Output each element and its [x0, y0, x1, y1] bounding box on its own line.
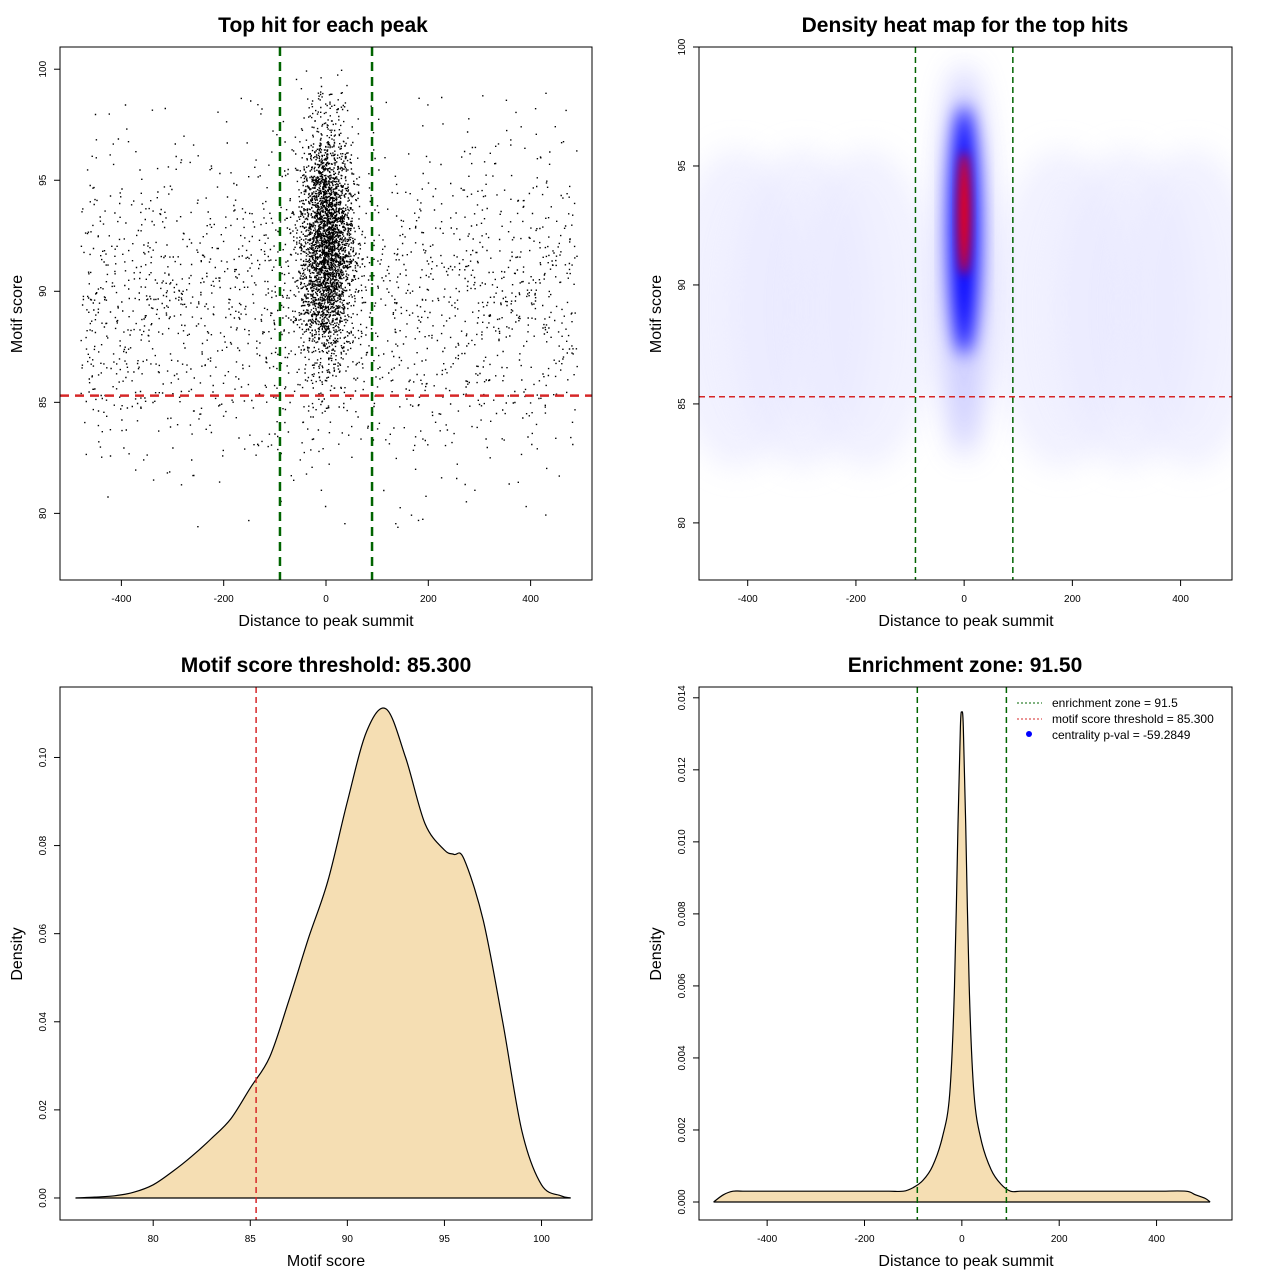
- y-tick-label: 85: [38, 396, 49, 408]
- y-tick-label: 0.008: [677, 901, 688, 926]
- y-tick-label: 95: [38, 174, 49, 186]
- panel-heatmap: Density heat map for the top hits -400 -2…: [648, 14, 1233, 630]
- axis-ticks: -400 -200 0 200 400 80 85 90 95 100: [677, 38, 1189, 605]
- y-tick-label: 95: [677, 160, 688, 172]
- x-tick-label: -200: [214, 594, 234, 605]
- plot-frame: [698, 46, 1233, 581]
- x-tick-label: 400: [1148, 1234, 1165, 1245]
- density-fill: [75, 708, 571, 1198]
- panel-title: Top hit for each peak: [218, 14, 428, 37]
- y-tick-label: 0.004: [677, 1045, 688, 1070]
- x-tick-label: -400: [738, 594, 758, 605]
- y-tick-label: 85: [677, 398, 688, 410]
- x-tick-label: 90: [342, 1234, 354, 1245]
- legend-label-enrichment-zone: enrichment zone = 91.5: [1052, 696, 1178, 710]
- panel-title: Enrichment zone: 91.50: [848, 654, 1083, 677]
- y-tick-label: 100: [677, 38, 688, 55]
- density-heatmap: [699, 47, 1232, 580]
- x-tick-label: -200: [854, 1234, 874, 1245]
- heat-peak: [958, 151, 971, 276]
- axis-ticks: 80 85 90 95 100 0.00 0.02 0.04 0.06 0.08 0.10: [38, 747, 550, 1245]
- x-tick-label: 100: [533, 1234, 550, 1245]
- y-tick-label: 0.08: [38, 835, 49, 855]
- scatter-point-cloud: [80, 69, 578, 528]
- y-tick-label: 0.014: [677, 685, 688, 710]
- density-curve: [75, 707, 571, 1199]
- y-tick-label: 90: [38, 285, 49, 297]
- y-tick-label: 0.006: [677, 973, 688, 998]
- panel-title: Density heat map for the top hits: [802, 14, 1129, 37]
- reference-lines: [60, 47, 592, 580]
- y-tick-label: 0.06: [38, 924, 49, 944]
- axis-ticks: -400 -200 0 200 400 80 85 90 95 100: [38, 60, 539, 605]
- y-tick-label: 0.012: [677, 757, 688, 782]
- legend-label-centrality: centrality p-val = -59.2849: [1052, 728, 1191, 742]
- panel-score-density: Motif score threshold: 85.300 80 85 90 95 10…: [9, 654, 593, 1270]
- x-tick-label: 95: [439, 1234, 451, 1245]
- y-tick-label: 0.010: [677, 829, 688, 854]
- reference-lines: [699, 47, 1232, 580]
- panel-scatter: Top hit for each peak -400 -200 0 200 400 80 8…: [9, 14, 593, 630]
- y-axis-label: Motif score: [648, 275, 665, 353]
- plot-frame: [59, 46, 593, 581]
- axis-ticks: -400 -200 0 200 400 0.000 0.002 0.004 0.006 0.008…: [677, 685, 1165, 1245]
- density-area: [713, 711, 1211, 1203]
- x-axis-label: Distance to peak summit: [878, 613, 1054, 630]
- panel-distance-density: Enrichment zone: 91.50 -400 -200 0 200 400 0.…: [648, 654, 1233, 1270]
- heat-background-density: [796, 148, 937, 469]
- x-tick-label: 200: [420, 594, 437, 605]
- reference-lines: [916, 687, 1008, 1220]
- x-tick-label: -200: [846, 594, 866, 605]
- x-tick-label: 0: [959, 1234, 965, 1245]
- x-axis-label: Distance to peak summit: [238, 613, 414, 630]
- panel-title: Motif score threshold: 85.300: [181, 654, 472, 677]
- x-tick-label: 80: [148, 1234, 160, 1245]
- x-tick-label: -400: [111, 594, 131, 605]
- y-tick-label: 90: [677, 279, 688, 291]
- y-axis-label: Motif score: [9, 275, 26, 353]
- x-tick-label: 400: [1172, 594, 1189, 605]
- x-axis-label: Distance to peak summit: [878, 1253, 1054, 1270]
- x-tick-label: 200: [1064, 594, 1081, 605]
- x-axis-label: Motif score: [287, 1253, 365, 1270]
- y-tick-label: 100: [38, 60, 49, 77]
- y-axis-label: Density: [9, 927, 26, 980]
- plot-frame: [698, 686, 1233, 1221]
- legend-label-motif-threshold: motif score threshold = 85.300: [1052, 712, 1214, 726]
- y-tick-label: 80: [677, 517, 688, 529]
- x-tick-label: 0: [961, 594, 967, 605]
- x-tick-label: 200: [1051, 1234, 1068, 1245]
- heat-background-density: [1121, 148, 1232, 469]
- plot-frame: [59, 686, 593, 1221]
- y-tick-label: 0.02: [38, 1100, 49, 1120]
- y-tick-label: 0.10: [38, 747, 49, 767]
- x-tick-label: 0: [323, 594, 329, 605]
- y-tick-label: 0.000: [677, 1189, 688, 1214]
- density-area: [75, 707, 571, 1199]
- x-tick-label: 85: [245, 1234, 257, 1245]
- scatter-points: [80, 69, 578, 528]
- y-axis-label: Density: [648, 927, 665, 980]
- y-tick-label: 0.04: [38, 1012, 49, 1032]
- legend: enrichment zone = 91.5 motif score thres…: [1017, 696, 1214, 742]
- y-tick-label: 0.00: [38, 1188, 49, 1208]
- x-tick-label: 400: [522, 594, 539, 605]
- y-tick-label: 80: [38, 507, 49, 519]
- y-tick-label: 0.002: [677, 1117, 688, 1142]
- x-tick-label: -400: [757, 1234, 777, 1245]
- density-curve: [713, 711, 1211, 1203]
- legend-key-centrality: [1026, 731, 1032, 737]
- density-fill: [713, 711, 1211, 1202]
